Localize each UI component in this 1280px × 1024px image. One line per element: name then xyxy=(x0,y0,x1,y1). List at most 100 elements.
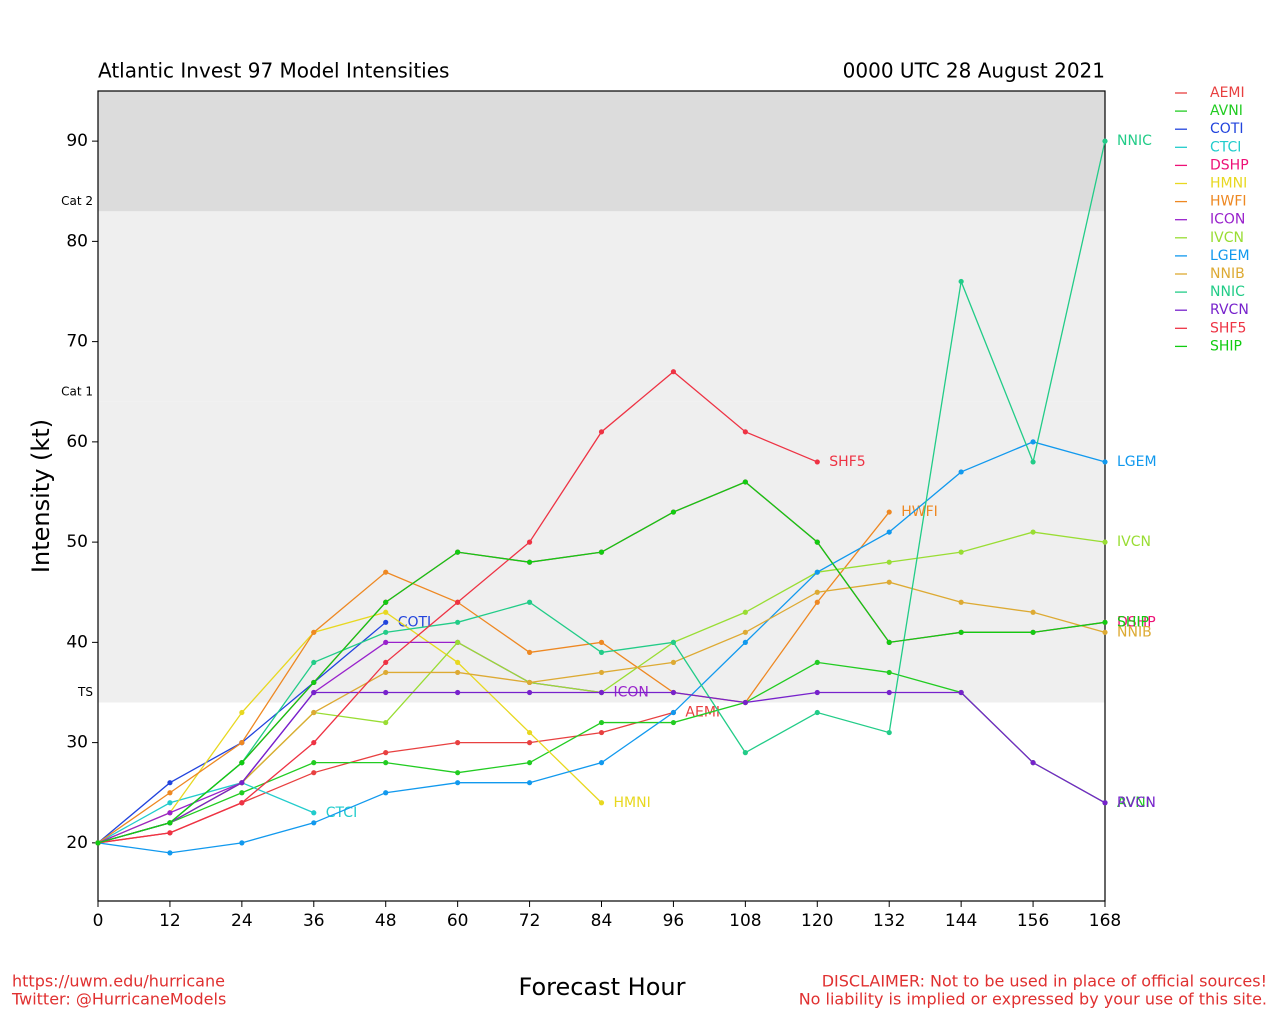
data-point xyxy=(670,709,677,716)
data-point xyxy=(526,780,533,786)
data-point xyxy=(526,559,533,565)
x-tick-label: 24 xyxy=(231,911,253,931)
data-point xyxy=(526,689,533,696)
data-point xyxy=(455,669,461,676)
data-point xyxy=(670,509,677,515)
data-point xyxy=(167,790,173,796)
data-point xyxy=(598,429,605,435)
y-tick-label: 20 xyxy=(66,833,88,853)
y-tick-label: 30 xyxy=(66,733,88,753)
series-end-label: NNIB xyxy=(1117,624,1152,640)
data-point xyxy=(742,750,748,756)
data-point xyxy=(814,589,820,595)
legend-label: ICON xyxy=(1210,212,1245,228)
data-point xyxy=(167,800,173,806)
x-axis-label: Forecast Hour xyxy=(519,973,686,1001)
data-point xyxy=(383,639,389,645)
legend-label: SHIP xyxy=(1210,338,1242,354)
legend-label: NNIC xyxy=(1210,284,1245,300)
series-end-label: IVCN xyxy=(1117,534,1151,550)
legend-label: IVCN xyxy=(1210,230,1244,246)
legend-label: HWFI xyxy=(1210,194,1247,210)
x-tick-label: 144 xyxy=(945,911,977,931)
data-point xyxy=(958,278,964,285)
data-point xyxy=(814,459,820,465)
data-point xyxy=(742,479,748,485)
disclaimer: DISCLAIMER: Not to be used in place of o… xyxy=(822,972,1267,991)
x-tick-label: 156 xyxy=(1017,911,1049,931)
data-point xyxy=(311,709,317,716)
legend-label: NNIB xyxy=(1210,266,1245,282)
data-point xyxy=(670,719,677,726)
data-point xyxy=(814,599,820,605)
series-end-label: RVCN xyxy=(1117,795,1156,811)
data-point xyxy=(1030,760,1036,766)
data-point xyxy=(239,840,245,846)
data-point xyxy=(1030,629,1036,635)
data-point xyxy=(598,649,605,655)
data-point xyxy=(239,800,245,806)
data-point xyxy=(814,689,820,696)
data-point xyxy=(526,679,533,686)
data-point xyxy=(958,549,964,555)
legend-label: COTI xyxy=(1210,121,1243,137)
y-tick-label: 60 xyxy=(66,432,88,452)
data-point xyxy=(886,689,892,696)
data-point xyxy=(455,740,461,746)
data-point xyxy=(383,689,389,696)
data-point xyxy=(1030,609,1036,615)
data-point xyxy=(670,659,677,666)
data-point xyxy=(598,549,605,555)
data-point xyxy=(886,579,892,585)
data-point xyxy=(383,760,389,766)
data-point xyxy=(383,619,389,625)
legend-label: SHF5 xyxy=(1210,320,1246,336)
y-tick-label: 40 xyxy=(66,632,88,652)
y-axis-label: Intensity (kt) xyxy=(27,419,55,573)
data-point xyxy=(383,609,389,615)
disclaimer: No liability is implied or expressed by … xyxy=(799,990,1267,1009)
x-tick-label: 120 xyxy=(801,911,833,931)
data-point xyxy=(239,709,245,716)
data-point xyxy=(526,539,533,545)
data-point xyxy=(742,609,748,615)
series-end-label: LGEM xyxy=(1117,454,1157,470)
data-point xyxy=(526,649,533,655)
data-point xyxy=(958,599,964,605)
x-tick-label: 72 xyxy=(519,911,541,931)
data-point xyxy=(526,760,533,766)
data-point xyxy=(598,760,605,766)
series-line xyxy=(97,711,674,844)
x-tick-label: 132 xyxy=(873,911,905,931)
series-end-label: SHIP xyxy=(1117,614,1149,630)
x-tick-label: 48 xyxy=(375,911,397,931)
x-tick-label: 12 xyxy=(159,911,181,931)
legend-label: RVCN xyxy=(1210,302,1249,318)
x-tick-label: 108 xyxy=(729,911,761,931)
x-tick-label: 36 xyxy=(303,911,325,931)
legend-label: LGEM xyxy=(1210,248,1250,264)
data-point xyxy=(383,569,389,575)
data-point xyxy=(95,840,101,846)
data-point xyxy=(1030,439,1036,445)
data-point xyxy=(383,629,389,635)
data-point xyxy=(383,719,389,726)
data-point xyxy=(526,740,533,746)
series-line xyxy=(97,691,1106,844)
data-point xyxy=(670,639,677,645)
data-point xyxy=(742,639,748,645)
data-point xyxy=(1102,459,1108,465)
data-point xyxy=(455,639,461,645)
data-point xyxy=(886,529,892,535)
y-tick-label: 70 xyxy=(66,332,88,352)
data-point xyxy=(742,699,748,706)
data-point xyxy=(1030,459,1036,465)
data-point xyxy=(886,509,892,515)
data-point xyxy=(886,559,892,565)
data-point xyxy=(383,659,389,666)
data-point xyxy=(1030,529,1036,535)
series-line xyxy=(97,511,890,844)
intensity-band xyxy=(98,211,1105,402)
data-point xyxy=(814,709,820,716)
data-point xyxy=(455,689,461,696)
